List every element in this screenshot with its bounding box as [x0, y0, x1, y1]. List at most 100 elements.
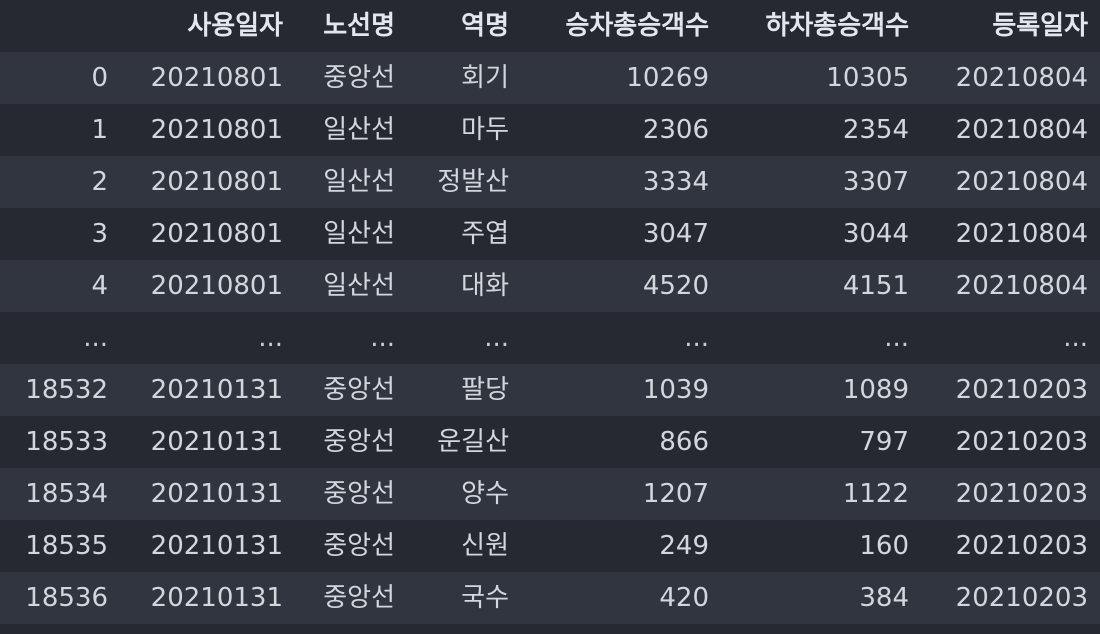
registration-date-cell: 20210804 [921, 260, 1100, 312]
boarding-total-cell: 866 [521, 416, 721, 468]
header-row: 사용일자 노선명 역명 승차총승객수 하차총승객수 등록일자 [0, 0, 1100, 52]
ellipsis-row: ..................... [0, 312, 1100, 364]
ellipsis-cell: ... [721, 312, 921, 364]
line-name-cell: 중앙선 [295, 364, 407, 416]
table-row: 0 20210801 중앙선 회기 10269 10305 20210804 [0, 52, 1100, 104]
row-index: 1 [0, 104, 120, 156]
alighting-total-cell: 1089 [721, 364, 921, 416]
registration-date-cell: 20210203 [921, 364, 1100, 416]
registration-date-cell: 20210804 [921, 52, 1100, 104]
station-name-cell: 양수 [407, 468, 521, 520]
row-index: 3 [0, 208, 120, 260]
registration-date-cell: 20210203 [921, 572, 1100, 624]
table-row: 1 20210801 일산선 마두 2306 2354 20210804 [0, 104, 1100, 156]
usage-date-cell: 20210131 [120, 364, 295, 416]
boarding-total-cell: 1039 [521, 364, 721, 416]
table-body: 0 20210801 중앙선 회기 10269 10305 20210804 1 2021080… [0, 52, 1100, 624]
table-header: 사용일자 노선명 역명 승차총승객수 하차총승객수 등록일자 [0, 0, 1100, 52]
alighting-total-cell: 3044 [721, 208, 921, 260]
registration-date-cell: 20210804 [921, 104, 1100, 156]
row-index: 2 [0, 156, 120, 208]
usage-date-cell: 20210801 [120, 156, 295, 208]
row-index: 18534 [0, 468, 120, 520]
line-name-cell: 일산선 [295, 104, 407, 156]
table-row: 18536 20210131 중앙선 국수 420 384 20210203 [0, 572, 1100, 624]
usage-date-cell: 20210801 [120, 260, 295, 312]
line-name-cell: 일산선 [295, 208, 407, 260]
registration-date-cell: 20210203 [921, 416, 1100, 468]
station-name-cell: 회기 [407, 52, 521, 104]
alighting-total-cell: 2354 [721, 104, 921, 156]
line-name-cell: 일산선 [295, 260, 407, 312]
usage-date-cell: 20210801 [120, 52, 295, 104]
ellipsis-cell: ... [921, 312, 1100, 364]
usage-date-cell: 20210131 [120, 416, 295, 468]
registration-date-cell: 20210804 [921, 208, 1100, 260]
boarding-total-cell: 4520 [521, 260, 721, 312]
alighting-total-cell: 3307 [721, 156, 921, 208]
line-name-cell: 중앙선 [295, 52, 407, 104]
registration-date-cell: 20210804 [921, 156, 1100, 208]
station-name-cell: 대화 [407, 260, 521, 312]
row-index: 4 [0, 260, 120, 312]
station-name-cell: 주엽 [407, 208, 521, 260]
boarding-total-cell: 10269 [521, 52, 721, 104]
row-index: 18535 [0, 520, 120, 572]
station-name-cell: 마두 [407, 104, 521, 156]
table-row: 2 20210801 일산선 정발산 3334 3307 20210804 [0, 156, 1100, 208]
boarding-total-cell: 2306 [521, 104, 721, 156]
line-name-cell: 중앙선 [295, 520, 407, 572]
alighting-total-cell: 384 [721, 572, 921, 624]
usage-date-cell: 20210801 [120, 104, 295, 156]
usage-date-cell: 20210801 [120, 208, 295, 260]
table-row: 18535 20210131 중앙선 신원 249 160 20210203 [0, 520, 1100, 572]
table-row: 4 20210801 일산선 대화 4520 4151 20210804 [0, 260, 1100, 312]
alighting-total-cell: 160 [721, 520, 921, 572]
station-name-cell: 신원 [407, 520, 521, 572]
line-name-cell: 중앙선 [295, 416, 407, 468]
row-index: 18533 [0, 416, 120, 468]
boarding-total-cell: 3334 [521, 156, 721, 208]
table-row: 18532 20210131 중앙선 팔당 1039 1089 20210203 [0, 364, 1100, 416]
alighting-total-cell: 797 [721, 416, 921, 468]
column-header-registration-date: 등록일자 [921, 0, 1100, 52]
station-name-cell: 정발산 [407, 156, 521, 208]
line-name-cell: 중앙선 [295, 468, 407, 520]
table-row: 18533 20210131 중앙선 운길산 866 797 20210203 [0, 416, 1100, 468]
row-index: 0 [0, 52, 120, 104]
row-index: 18532 [0, 364, 120, 416]
boarding-total-cell: 249 [521, 520, 721, 572]
column-header-boarding-total: 승차총승객수 [521, 0, 721, 52]
station-name-cell: 팔당 [407, 364, 521, 416]
ellipsis-cell: ... [120, 312, 295, 364]
index-header [0, 0, 120, 52]
boarding-total-cell: 3047 [521, 208, 721, 260]
alighting-total-cell: 1122 [721, 468, 921, 520]
column-header-station-name: 역명 [407, 0, 521, 52]
line-name-cell: 일산선 [295, 156, 407, 208]
station-name-cell: 국수 [407, 572, 521, 624]
station-name-cell: 운길산 [407, 416, 521, 468]
alighting-total-cell: 10305 [721, 52, 921, 104]
column-header-alighting-total: 하차총승객수 [721, 0, 921, 52]
registration-date-cell: 20210203 [921, 468, 1100, 520]
usage-date-cell: 20210131 [120, 572, 295, 624]
usage-date-cell: 20210131 [120, 468, 295, 520]
table-row: 3 20210801 일산선 주엽 3047 3044 20210804 [0, 208, 1100, 260]
registration-date-cell: 20210203 [921, 520, 1100, 572]
alighting-total-cell: 4151 [721, 260, 921, 312]
boarding-total-cell: 1207 [521, 468, 721, 520]
column-header-line-name: 노선명 [295, 0, 407, 52]
row-index: 18536 [0, 572, 120, 624]
usage-date-cell: 20210131 [120, 520, 295, 572]
ellipsis-cell: ... [407, 312, 521, 364]
ellipsis-cell: ... [295, 312, 407, 364]
ellipsis-cell: ... [0, 312, 120, 364]
table-row: 18534 20210131 중앙선 양수 1207 1122 20210203 [0, 468, 1100, 520]
column-header-usage-date: 사용일자 [120, 0, 295, 52]
boarding-total-cell: 420 [521, 572, 721, 624]
line-name-cell: 중앙선 [295, 572, 407, 624]
ellipsis-cell: ... [521, 312, 721, 364]
